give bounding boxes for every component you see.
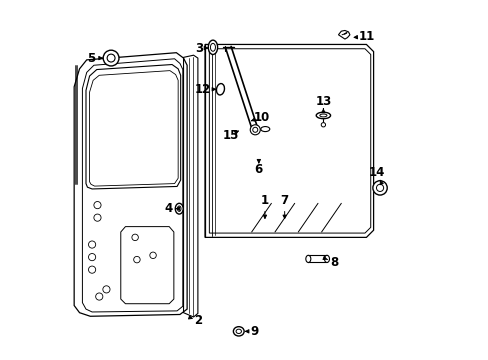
Ellipse shape (216, 84, 224, 95)
Text: 13: 13 (315, 95, 331, 108)
Polygon shape (74, 53, 187, 316)
Ellipse shape (260, 127, 269, 132)
Ellipse shape (305, 255, 310, 262)
Ellipse shape (316, 112, 330, 119)
Text: 15: 15 (222, 129, 239, 142)
Text: 11: 11 (358, 30, 374, 43)
Ellipse shape (233, 327, 244, 336)
Text: 9: 9 (250, 325, 258, 338)
Text: 3: 3 (195, 41, 203, 54)
Polygon shape (183, 55, 198, 317)
Text: 12: 12 (195, 83, 211, 96)
Ellipse shape (175, 203, 183, 214)
Polygon shape (338, 31, 349, 39)
Text: 10: 10 (253, 111, 269, 124)
Text: 4: 4 (164, 202, 172, 215)
Text: 14: 14 (368, 166, 385, 179)
Ellipse shape (324, 255, 329, 262)
Ellipse shape (208, 40, 217, 54)
Circle shape (250, 125, 260, 135)
Circle shape (321, 123, 325, 127)
Circle shape (372, 181, 386, 195)
Circle shape (103, 50, 119, 66)
Text: 6: 6 (254, 163, 263, 176)
Text: 2: 2 (194, 314, 202, 327)
Text: 1: 1 (260, 194, 268, 207)
Text: 8: 8 (330, 256, 338, 269)
Text: 7: 7 (280, 194, 288, 207)
Polygon shape (308, 255, 326, 262)
Text: 5: 5 (87, 51, 95, 64)
Polygon shape (204, 44, 373, 237)
